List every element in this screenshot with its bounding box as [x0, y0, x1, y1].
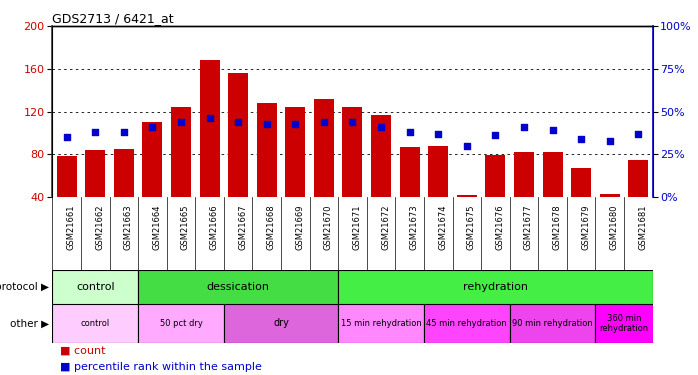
Point — [61, 134, 72, 140]
Text: GSM21674: GSM21674 — [438, 204, 447, 250]
Bar — [571, 168, 591, 197]
Bar — [85, 150, 105, 197]
Text: GSM21669: GSM21669 — [295, 204, 304, 250]
Point — [318, 119, 329, 125]
Point — [461, 143, 473, 149]
Point — [261, 120, 272, 126]
Text: dessication: dessication — [207, 282, 269, 292]
Text: GSM21680: GSM21680 — [610, 204, 618, 250]
Point — [490, 132, 501, 138]
Bar — [224, 304, 339, 343]
Point — [404, 129, 415, 135]
Bar — [142, 122, 163, 197]
Bar — [429, 146, 448, 197]
Bar — [57, 156, 77, 197]
Text: 50 pct dry: 50 pct dry — [160, 319, 202, 328]
Text: GSM21676: GSM21676 — [496, 204, 505, 250]
Point — [604, 138, 616, 144]
Text: GSM21668: GSM21668 — [267, 204, 276, 250]
Text: GSM21662: GSM21662 — [95, 204, 104, 250]
Text: GSM21672: GSM21672 — [381, 204, 390, 250]
Text: GSM21664: GSM21664 — [152, 204, 161, 250]
Text: 360 min
rehydration: 360 min rehydration — [600, 314, 648, 333]
Bar — [339, 270, 653, 304]
Bar — [257, 103, 276, 197]
Text: GSM21663: GSM21663 — [124, 204, 133, 250]
Bar — [314, 99, 334, 197]
Text: GSM21678: GSM21678 — [553, 204, 562, 250]
Bar — [52, 270, 138, 304]
Bar — [456, 195, 477, 197]
Text: GSM21670: GSM21670 — [324, 204, 333, 250]
Text: other ▶: other ▶ — [10, 318, 49, 328]
Text: 45 min rehydration: 45 min rehydration — [426, 319, 507, 328]
Text: GSM21675: GSM21675 — [467, 204, 476, 250]
Text: GSM21679: GSM21679 — [581, 204, 591, 250]
Bar — [339, 304, 424, 343]
Point — [175, 119, 186, 125]
Bar — [138, 304, 224, 343]
Bar — [600, 194, 620, 197]
Text: GSM21677: GSM21677 — [524, 204, 533, 250]
Text: 90 min rehydration: 90 min rehydration — [512, 319, 593, 328]
Point — [89, 129, 101, 135]
Text: GDS2713 / 6421_at: GDS2713 / 6421_at — [52, 12, 174, 25]
Point — [232, 119, 244, 125]
Point — [547, 128, 558, 134]
Point — [576, 136, 587, 142]
Bar — [542, 152, 563, 197]
Bar — [343, 107, 362, 197]
Text: GSM21681: GSM21681 — [639, 204, 647, 250]
Bar — [138, 270, 339, 304]
Text: GSM21673: GSM21673 — [410, 204, 419, 250]
Bar — [485, 155, 505, 197]
Point — [519, 124, 530, 130]
Point — [204, 116, 215, 122]
Point — [147, 124, 158, 130]
Bar — [400, 147, 419, 197]
Text: GSM21667: GSM21667 — [238, 204, 247, 250]
Text: GSM21671: GSM21671 — [352, 204, 362, 250]
Bar — [510, 304, 595, 343]
Point — [118, 129, 129, 135]
Point — [633, 131, 644, 137]
Point — [290, 120, 301, 126]
Bar — [171, 107, 191, 197]
Bar — [424, 304, 510, 343]
Bar — [228, 73, 248, 197]
Text: ■ percentile rank within the sample: ■ percentile rank within the sample — [59, 362, 262, 372]
Text: protocol ▶: protocol ▶ — [0, 282, 49, 292]
Bar — [285, 107, 305, 197]
Point — [433, 131, 444, 137]
Text: rehydration: rehydration — [463, 282, 528, 292]
Text: control: control — [80, 319, 110, 328]
Bar — [200, 60, 220, 197]
Point — [376, 124, 387, 130]
Text: ■ count: ■ count — [59, 346, 105, 356]
Point — [347, 119, 358, 125]
Bar — [52, 304, 138, 343]
Text: GSM21666: GSM21666 — [209, 204, 218, 250]
Text: dry: dry — [273, 318, 289, 328]
Bar — [371, 115, 391, 197]
Text: control: control — [76, 282, 114, 292]
Text: 15 min rehydration: 15 min rehydration — [341, 319, 422, 328]
Bar — [628, 159, 648, 197]
Bar — [514, 152, 534, 197]
Text: GSM21665: GSM21665 — [181, 204, 190, 250]
Text: GSM21661: GSM21661 — [66, 204, 75, 250]
Bar — [114, 149, 134, 197]
Bar — [595, 304, 653, 343]
